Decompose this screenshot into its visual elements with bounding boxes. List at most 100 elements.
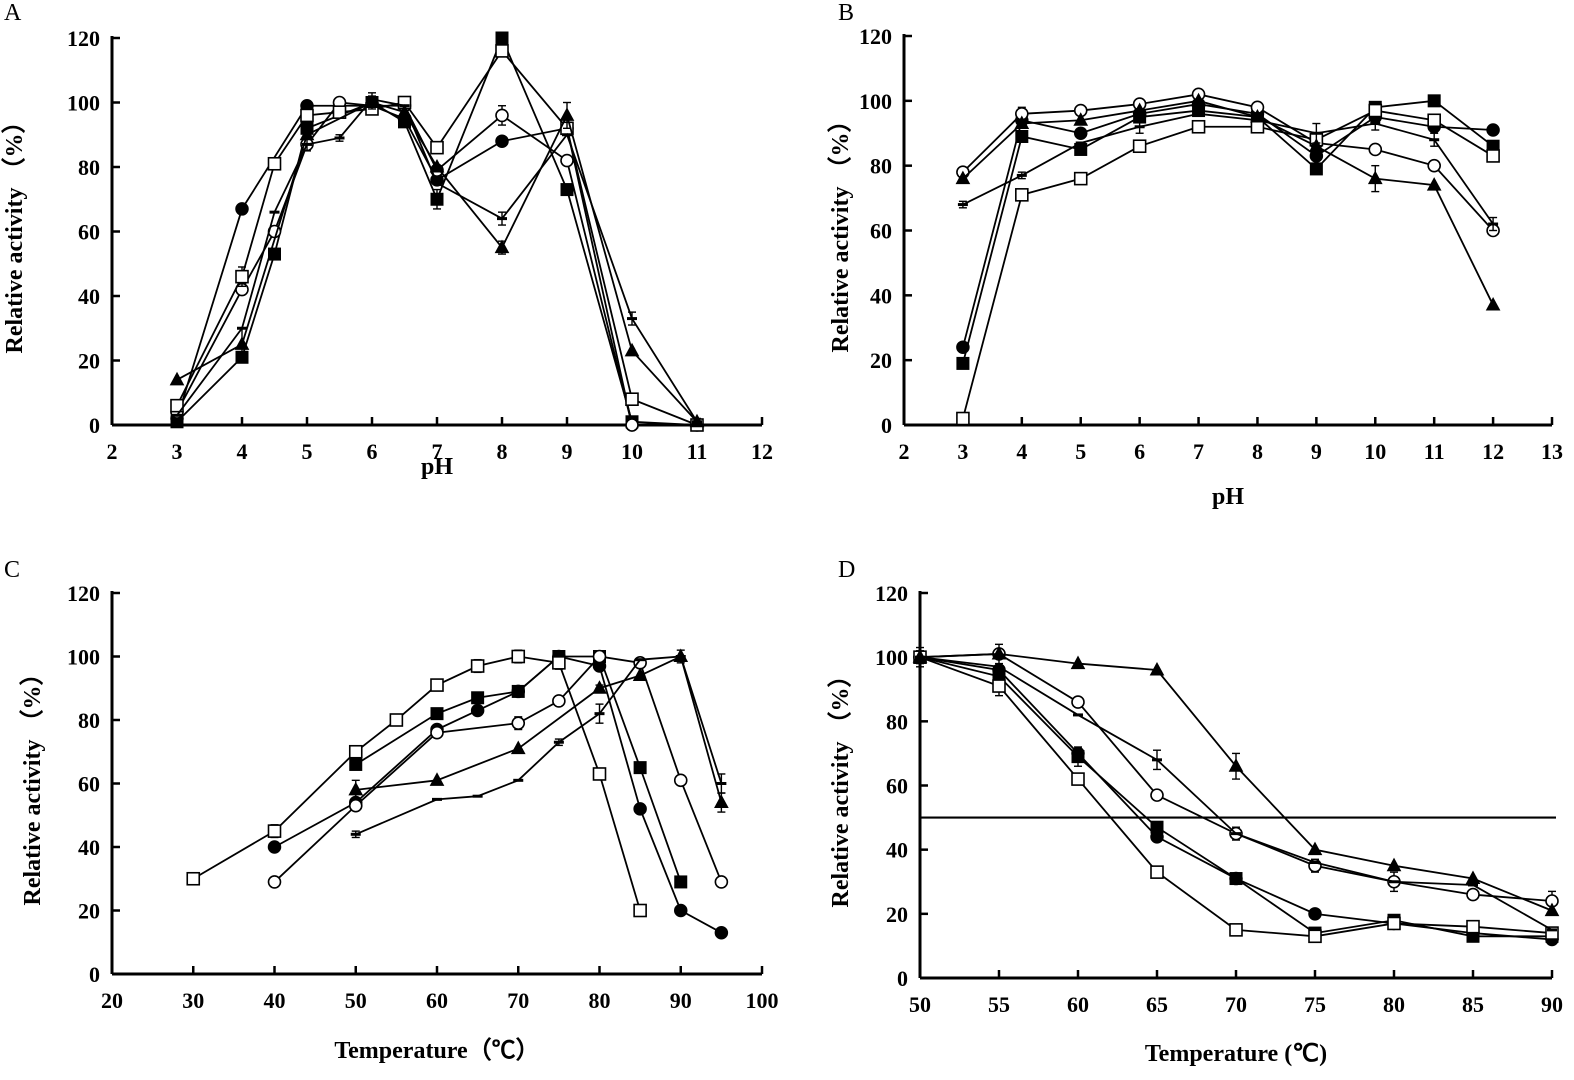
- panel-b-point-filled-circle: [1073, 126, 1088, 140]
- panel-b-x-tick-label: 10: [1364, 439, 1386, 464]
- panel-c-x-tick-label: 30: [182, 988, 204, 1013]
- panel-c-y-tick-label: 0: [89, 962, 100, 987]
- panel-a-x-tick-label: 10: [621, 439, 643, 464]
- panel-a-x-tick-label: 9: [562, 439, 573, 464]
- panel-a-point-open-square: [300, 108, 314, 123]
- panel-b-y-tick-label: 120: [859, 24, 892, 49]
- panel-a-y-tick-label: 120: [67, 26, 100, 51]
- panel-c-point-open-square: [389, 713, 404, 727]
- panel-c-point-filled-circle: [674, 903, 688, 918]
- panel-c-y-tick-label: 120: [67, 581, 100, 606]
- panel-b-point-open-square: [956, 411, 970, 426]
- panel-d-x-tick-label: 50: [909, 992, 931, 1017]
- panel-d-point-open-square: [1229, 923, 1243, 937]
- panel-b-x-tick-label: 3: [957, 439, 968, 464]
- panel-c-series-filled-square: [349, 650, 688, 889]
- panel-a-point-filled-triangle: [624, 342, 640, 357]
- panel-a-point-filled-triangle: [429, 158, 445, 173]
- panel-c-point-open-circle: [552, 694, 566, 708]
- panel-d-point-filled-square: [1229, 872, 1243, 886]
- panel-c-point-open-circle: [267, 875, 282, 889]
- panel-d-y-tick-label: 20: [886, 902, 908, 927]
- panel-c-point-filled-square: [511, 684, 525, 698]
- panel-d-series-line: [919, 656, 1553, 941]
- panel-c-point-filled-circle: [470, 703, 485, 718]
- panel-b-series-line: [962, 99, 1494, 306]
- panel-c-point-filled-circle: [267, 840, 282, 854]
- panel-b-series-line: [962, 112, 1494, 225]
- panel-c-point-open-square: [511, 649, 526, 664]
- panel-b-series-dash: [957, 112, 1499, 232]
- panel-c-point-filled-circle: [633, 802, 647, 816]
- panel-d-series-line: [919, 656, 1553, 938]
- panel-a-x-axis-title: pH: [421, 454, 453, 480]
- panel-d-y-tick-label: 80: [886, 709, 908, 734]
- panel-c-series-line: [355, 655, 682, 883]
- panel-c-point-open-circle: [673, 773, 688, 788]
- panel-c-x-tick-label: 80: [589, 988, 611, 1013]
- panel-c-x-tick-label: 40: [264, 988, 286, 1013]
- panel-a-y-axis-title: Relative activity （%）: [1, 110, 28, 354]
- panel-b-y-tick-label: 0: [881, 413, 892, 438]
- panel-b-series-open-square: [956, 103, 1500, 426]
- panel-a-point-filled-circle: [235, 202, 249, 216]
- panel-a-point-filled-triangle: [559, 107, 575, 121]
- panel-b-point-filled-square: [1427, 94, 1441, 108]
- panel-c-x-tick-label: 60: [426, 988, 448, 1013]
- panel-a-point-open-square: [235, 269, 249, 284]
- panel-c-point-open-circle: [714, 875, 729, 889]
- panel-a-series-filled-square: [170, 31, 704, 432]
- panel-a-point-filled-triangle: [494, 239, 510, 254]
- panel-b-point-filled-square: [1309, 162, 1323, 176]
- panel-b-letter: B: [838, 0, 854, 26]
- panel-d-point-open-circle: [1071, 695, 1085, 709]
- panel-a-x-tick-label: 8: [497, 439, 508, 464]
- panel-c-point-open-circle: [511, 716, 526, 730]
- panel-c-point-open-square: [267, 824, 282, 838]
- panel-c-series-open-square: [186, 649, 647, 918]
- panel-d-point-filled-square: [1071, 750, 1085, 764]
- panel-d-point-open-circle: [1150, 788, 1164, 802]
- panel-c-x-tick-label: 90: [670, 988, 692, 1013]
- panel-a-point-open-circle: [625, 418, 639, 432]
- panel-d-x-tick-label: 55: [988, 992, 1010, 1017]
- panel-c-point-open-square: [633, 903, 647, 918]
- panel-c-point-filled-square: [471, 691, 485, 705]
- panel-d-point-open-square: [992, 679, 1006, 693]
- panel-d-x-tick-label: 65: [1146, 992, 1168, 1017]
- panel-b-point-open-circle: [1368, 142, 1383, 157]
- panel-d-point-filled-triangle: [1070, 655, 1086, 670]
- panel-b-series-line: [962, 99, 1494, 364]
- panel-a-x-tick-label: 5: [302, 439, 313, 464]
- panel-c-point-filled-square: [430, 707, 444, 721]
- panel-a-y-tick-label: 0: [89, 413, 100, 438]
- panel-b-series-line: [962, 109, 1494, 419]
- panel-b-point-open-square: [1427, 113, 1441, 128]
- panel-c-letter: C: [4, 557, 20, 583]
- panel-d-y-tick-label: 0: [897, 966, 908, 991]
- panel-c-x-tick-label: 70: [507, 988, 529, 1013]
- panel-b-x-tick-label: 8: [1252, 439, 1263, 464]
- panel-b-point-open-square: [1250, 119, 1265, 134]
- panel-c-series-line: [274, 655, 722, 934]
- panel-c-point-open-square: [592, 767, 607, 781]
- panel-a-series-open-square: [170, 44, 704, 432]
- panel-d-y-tick-label: 40: [886, 838, 908, 863]
- panel-c-point-filled-triangle: [348, 781, 364, 796]
- panel-a-letter: A: [4, 0, 22, 26]
- panel-b-point-open-square: [1368, 103, 1383, 118]
- panel-a-x-tick-label: 12: [751, 439, 773, 464]
- panel-a-y-tick-label: 60: [78, 220, 100, 245]
- panel-c-point-open-square: [186, 871, 201, 886]
- panel-a-point-filled-triangle: [234, 336, 250, 350]
- panel-c-point-filled-triangle: [632, 667, 648, 682]
- panel-d-x-tick-label: 60: [1067, 992, 1089, 1017]
- panel-a-x-tick-label: 7: [432, 439, 443, 464]
- panel-c-point-filled-triangle: [714, 794, 729, 809]
- panel-c-x-tick-label: 20: [101, 988, 123, 1013]
- panel-a-point-filled-square: [430, 192, 444, 206]
- panel-a-point-open-circle: [495, 108, 509, 123]
- panel-c-point-open-circle: [348, 798, 363, 813]
- panel-b-x-tick-label: 4: [1016, 439, 1027, 464]
